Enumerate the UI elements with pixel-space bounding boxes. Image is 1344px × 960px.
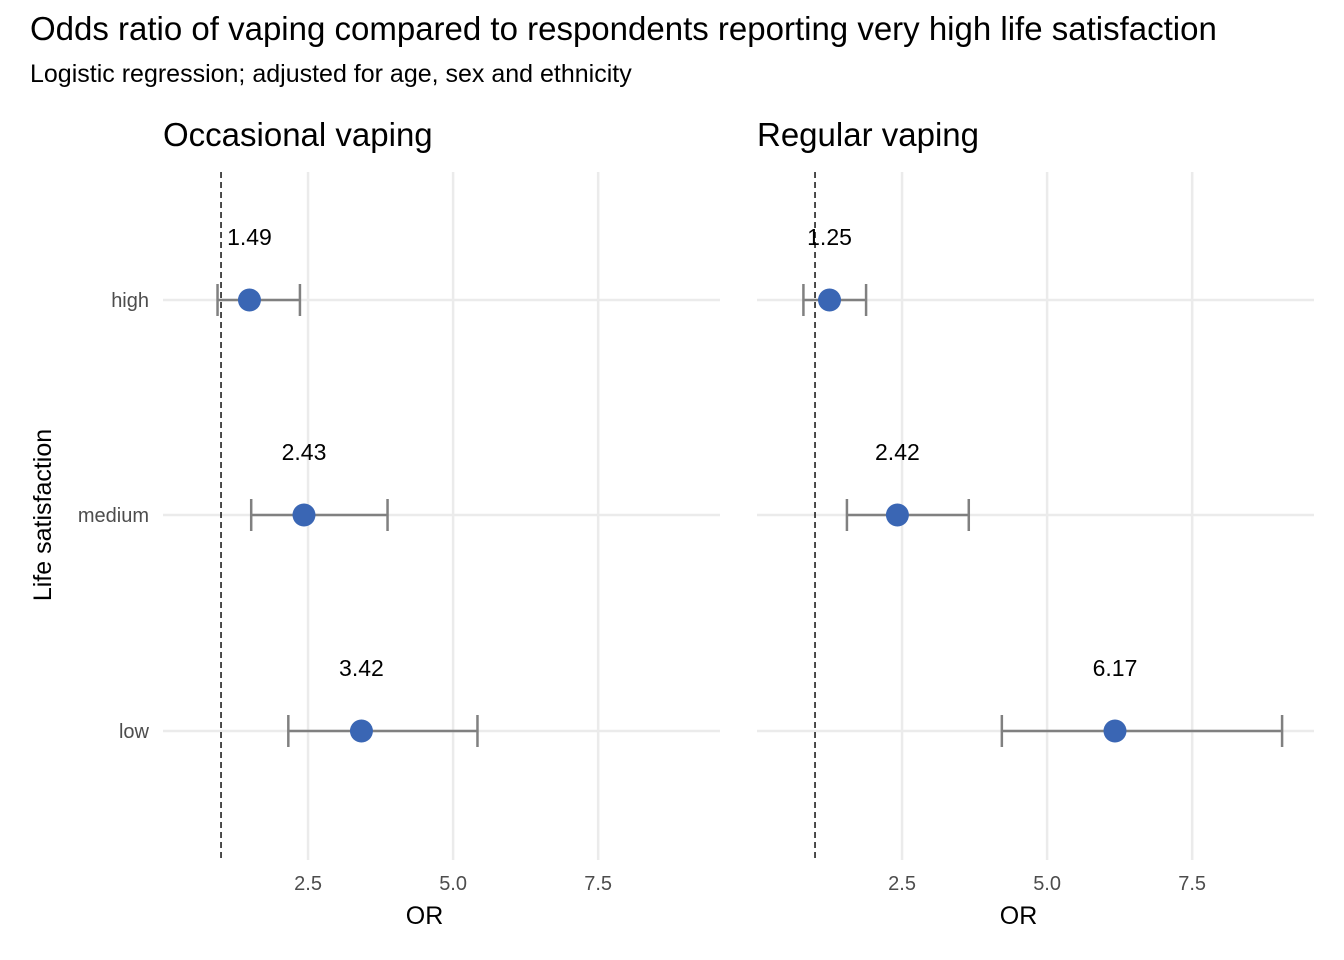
data-label: 1.49 [227,224,272,250]
x-axis-label: OR [1000,902,1038,930]
x-tick-label: 7.5 [584,873,612,895]
y-tick-label: low [119,721,150,743]
chart-title: Odds ratio of vaping compared to respond… [30,10,1217,47]
x-tick-label: 7.5 [1178,873,1206,895]
x-tick-label: 2.5 [294,873,322,895]
x-axis-label: OR [406,902,444,930]
data-label: 1.25 [807,224,852,250]
data-point [349,719,373,743]
data-point [885,503,909,527]
x-tick-label: 5.0 [1033,873,1061,895]
chart-subtitle: Logistic regression; adjusted for age, s… [30,60,632,88]
x-tick-label: 5.0 [439,873,467,895]
data-point [292,503,316,527]
y-tick-label: medium [78,505,149,527]
data-label: 3.42 [339,655,384,681]
data-point [237,288,261,312]
data-point [818,288,842,312]
data-point [1103,719,1127,743]
x-tick-label: 2.5 [888,873,916,895]
data-label: 2.43 [282,439,327,465]
data-label: 2.42 [875,439,920,465]
panel-title: Occasional vaping [163,116,433,153]
panel-title: Regular vaping [757,116,979,153]
data-label: 6.17 [1093,655,1138,681]
y-tick-label: high [111,290,149,312]
y-axis-label: Life satisfaction [29,429,57,601]
